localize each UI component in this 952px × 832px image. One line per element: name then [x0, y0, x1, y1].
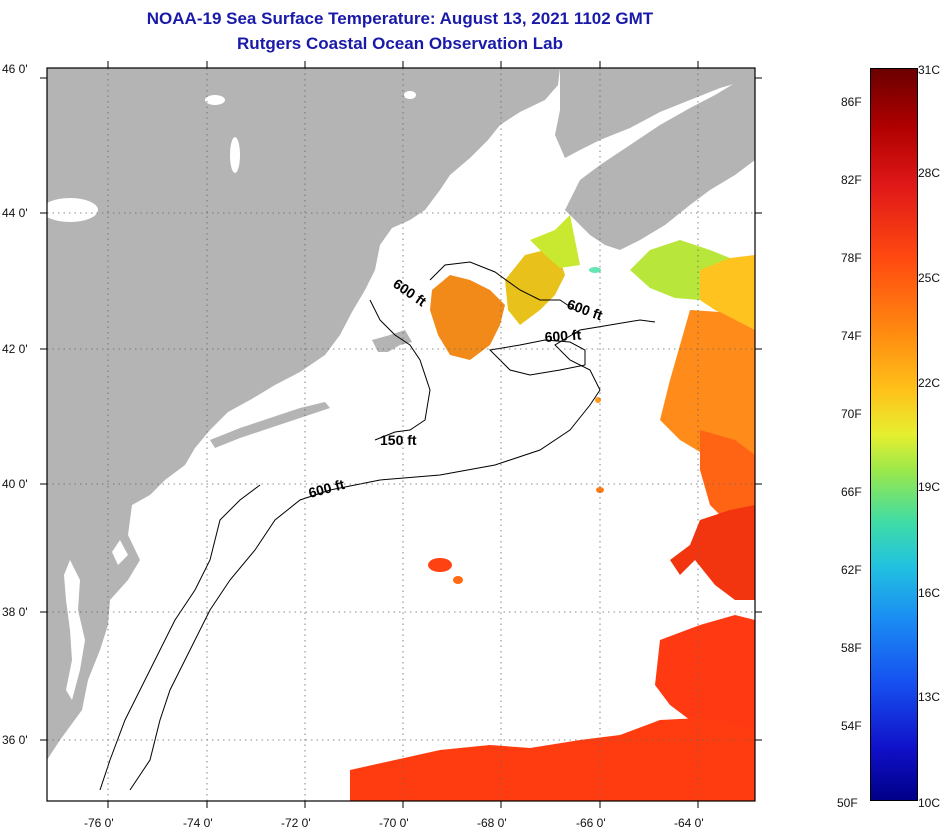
colorbar-c-label: 28C [918, 166, 941, 180]
sst-east-yellow [700, 255, 755, 330]
lat-label: 42 0' [2, 342, 28, 356]
sst-se-red-2 [655, 615, 755, 735]
land-long-island [210, 402, 330, 448]
colorbar-f-label: 54F [841, 719, 862, 733]
colorbar-f-label: 66F [841, 485, 862, 499]
colorbar-c-label: 16C [918, 586, 941, 600]
contour-inner [99, 484, 261, 791]
sst-patch [428, 558, 452, 572]
colorbar-c-label: 22C [918, 376, 941, 390]
temperature-colorbar [870, 68, 918, 801]
lon-label: -68 0' [477, 816, 507, 830]
land-new-brunswick [555, 68, 755, 158]
colorbar-c-label: 25C [918, 271, 941, 285]
map-title: NOAA-19 Sea Surface Temperature: August … [146, 9, 654, 28]
lon-label: -74 0' [183, 816, 213, 830]
colorbar-f-label: 86F [841, 95, 862, 109]
sst-east-red-orange [700, 430, 755, 525]
land-mainland [47, 68, 560, 760]
map-frame [46, 67, 756, 802]
contour-shelf-break [129, 319, 656, 791]
lat-label: 36 0' [2, 733, 28, 747]
lat-label: 44 0' [2, 206, 28, 220]
colorbar-f-label: 62F [841, 563, 862, 577]
contour-label: 600 ft [544, 326, 582, 345]
lat-label: 40 0' [2, 477, 28, 491]
colorbar-f-label: 58F [841, 641, 862, 655]
contour-cape [369, 299, 431, 441]
lake [205, 95, 225, 105]
colorbar-f-label: 70F [841, 407, 862, 421]
colorbar-c-label: 10C [918, 796, 941, 810]
colorbar-f-label: 74F [841, 329, 862, 343]
contour-gulf [429, 261, 576, 311]
lon-label: -70 0' [379, 816, 409, 830]
colorbar-f-label: 50F [837, 796, 858, 810]
sst-se-red [670, 505, 755, 600]
sst-gulf-of-maine [430, 275, 505, 360]
sst-gulf-of-maine-yellow [505, 250, 565, 325]
sst-east-orange [660, 310, 755, 470]
sst-gulf-of-maine-green [530, 215, 580, 268]
delaware-bay [112, 540, 128, 565]
lon-label: -72 0' [281, 816, 311, 830]
colorbar-f-label: 78F [841, 251, 862, 265]
colorbar-c-label: 19C [918, 480, 941, 494]
lon-label: -76 0' [84, 816, 114, 830]
lon-label: -66 0' [576, 816, 606, 830]
lon-label: -64 0' [674, 816, 704, 830]
chesapeake-bay [64, 560, 85, 700]
lat-label: 38 0' [2, 605, 28, 619]
lake [404, 91, 416, 99]
contour-georges [488, 339, 586, 376]
lake [47, 198, 98, 222]
sst-patch [589, 267, 601, 273]
sst-south-band [350, 718, 755, 801]
sst-patch [595, 397, 601, 403]
lat-label: 46 0' [2, 62, 28, 76]
sst-patch [453, 576, 463, 584]
ticks [40, 61, 762, 808]
sst-patch [596, 487, 604, 493]
colorbar-f-label: 82F [841, 173, 862, 187]
colorbar-c-label: 31C [918, 63, 941, 77]
map-subtitle: Rutgers Coastal Ocean Observation Lab [237, 34, 563, 53]
contour-label: 150 ft [380, 432, 417, 448]
land-nova-scotia [565, 78, 755, 250]
colorbar-c-label: 13C [918, 690, 941, 704]
land-cape-cod [372, 330, 412, 352]
lake [230, 137, 240, 173]
graticule [47, 68, 755, 801]
